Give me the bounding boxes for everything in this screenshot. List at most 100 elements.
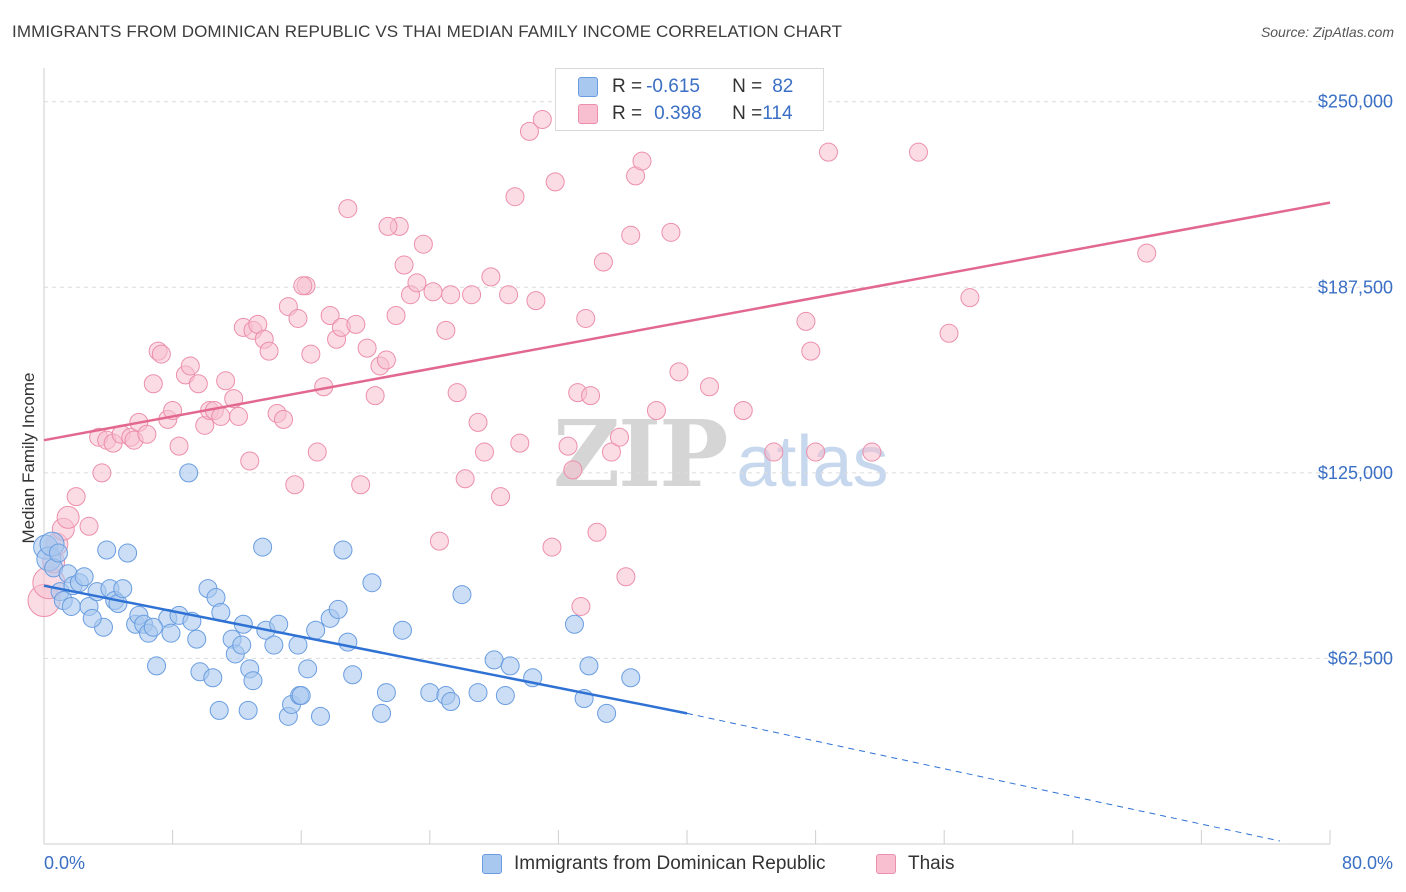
dominican-point — [264, 635, 284, 655]
dominican-point — [291, 686, 311, 706]
legend-r-label: R = — [612, 103, 643, 124]
thais-point — [542, 537, 562, 557]
dominican-point — [118, 543, 138, 563]
thais-point — [436, 320, 456, 340]
dominican-point — [328, 599, 348, 619]
dominican-point — [376, 683, 396, 703]
thais-point — [423, 282, 443, 302]
dominican-point — [82, 608, 102, 628]
dominican-point — [143, 617, 163, 637]
dominican-point — [203, 668, 223, 688]
legend-row-dominican: R = -0.615 N = 82 — [578, 75, 793, 99]
thais-point — [274, 409, 294, 429]
dominican-point — [97, 540, 117, 560]
thais-point — [386, 305, 406, 325]
thais-point — [576, 308, 596, 328]
legend-row-thais: R = 0.398 N = 114 — [578, 102, 793, 126]
y-tick-label: $125,000 — [1318, 463, 1393, 483]
thais-point — [188, 374, 208, 394]
series-thais-points — [27, 110, 1157, 618]
legend-swatch-pink — [578, 104, 598, 124]
legend-item-thais: Thais — [876, 853, 954, 875]
y-tick-label: $62,500 — [1328, 648, 1393, 668]
thais-point — [66, 487, 86, 507]
thais-point — [92, 463, 112, 483]
thais-point — [441, 285, 461, 305]
thais-point — [545, 172, 565, 192]
series-legend: Immigrants from Dominican Republic Thais — [0, 851, 1406, 879]
thais-point — [491, 487, 511, 507]
dominican-point — [74, 567, 94, 587]
tick-labels: $62,500 $125,000 $187,500 $250,000 0.0% 80.0%… — [19, 92, 1393, 873]
thais-point — [151, 344, 171, 364]
thais-point — [510, 433, 530, 453]
thais-point — [616, 567, 636, 587]
thais-point — [526, 291, 546, 311]
dominican-point — [209, 700, 229, 720]
thais-point — [293, 276, 313, 296]
dominican-trend-line — [43, 584, 688, 715]
dominican-point — [597, 703, 617, 723]
dominican-point — [343, 665, 363, 685]
thais-point — [351, 475, 371, 495]
dominican-trend-extension — [686, 712, 1281, 842]
thais-point — [137, 424, 157, 444]
dominican-point — [61, 596, 81, 616]
thais-point — [796, 311, 816, 331]
thais-point — [587, 522, 607, 542]
legend-n-value: 114 — [762, 103, 793, 124]
thais-point — [288, 308, 308, 328]
thais-point — [481, 267, 501, 287]
x-tick-label-min: 0.0% — [44, 853, 85, 873]
thais-point — [700, 377, 720, 397]
watermark-zip: ZIP — [553, 400, 728, 508]
trend-lines — [43, 201, 1331, 842]
thais-point — [764, 442, 784, 462]
thais-point — [939, 323, 959, 343]
thais-point — [806, 442, 826, 462]
legend-swatch-blue — [578, 77, 598, 97]
thais-point — [801, 341, 821, 361]
thais-point — [669, 362, 689, 382]
dominican-point — [179, 463, 199, 483]
thais-point — [908, 142, 928, 162]
legend-swatch-pink — [876, 854, 896, 874]
dominican-point — [48, 543, 68, 563]
dominican-point — [564, 614, 584, 634]
thais-point — [56, 505, 80, 529]
dominican-point — [333, 540, 353, 560]
dominican-point — [113, 579, 133, 599]
thais-point — [307, 442, 327, 462]
dominican-point — [147, 656, 167, 676]
thais-point — [1137, 243, 1157, 263]
thais-point — [357, 338, 377, 358]
thais-point — [394, 255, 414, 275]
dominican-point — [441, 691, 461, 711]
dominican-point — [579, 656, 599, 676]
dominican-point — [621, 668, 641, 688]
series-dominican-points — [33, 463, 641, 726]
y-tick-label: $250,000 — [1318, 92, 1393, 112]
dominican-point — [298, 659, 318, 679]
thais-point — [338, 199, 358, 219]
dominican-point — [495, 686, 515, 706]
thais-point — [216, 371, 236, 391]
dominican-point — [243, 671, 263, 691]
legend-n-label: N = — [732, 76, 763, 97]
dominican-point — [468, 683, 488, 703]
thais-point — [180, 356, 200, 376]
legend-r-label: R = — [612, 76, 643, 97]
thais-point — [376, 350, 396, 370]
thais-point — [558, 436, 578, 456]
legend-r-value: 0.398 — [654, 103, 702, 124]
thais-point — [229, 406, 249, 426]
thais-point — [505, 187, 525, 207]
thais-point — [468, 412, 488, 432]
thais-point — [320, 305, 340, 325]
legend-n-value: 82 — [772, 76, 794, 97]
legend-r-value: -0.615 — [646, 76, 700, 97]
thais-point — [455, 469, 475, 489]
dominican-point — [238, 700, 258, 720]
thais-point — [169, 436, 189, 456]
thais-point — [818, 142, 838, 162]
